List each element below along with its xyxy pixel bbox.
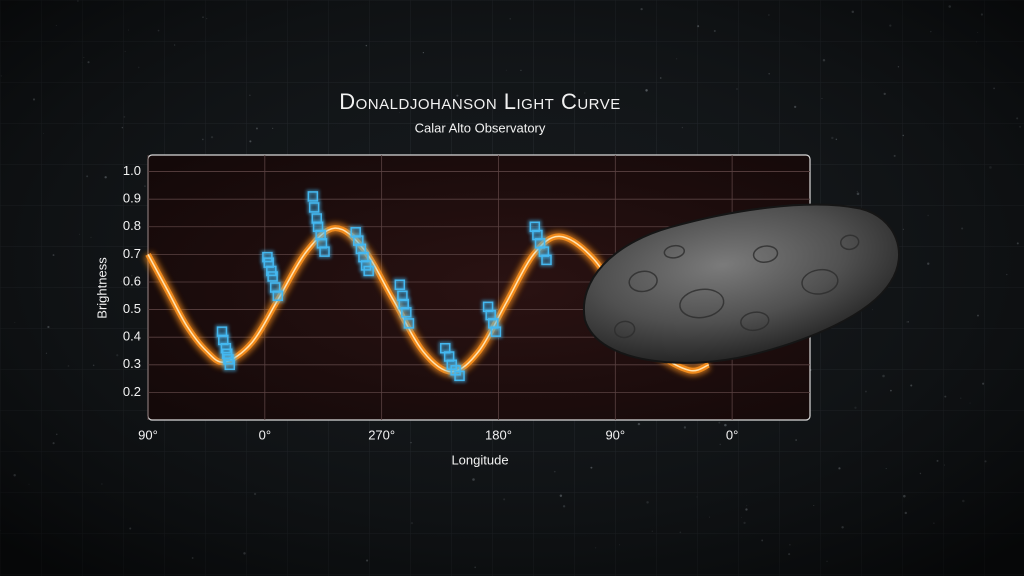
- data-point: [454, 370, 465, 382]
- y-tick-label: 0.7: [123, 246, 141, 261]
- x-tick-label: 0°: [726, 427, 738, 442]
- y-axis-label: Brightness: [94, 257, 109, 319]
- y-tick-label: 0.9: [123, 191, 141, 206]
- craters: [613, 234, 860, 339]
- asteroid-body: [582, 203, 900, 364]
- data-point: [403, 318, 415, 329]
- x-tick-label: 0°: [259, 427, 271, 442]
- x-tick-label: 180°: [485, 427, 512, 442]
- data-point: [267, 271, 278, 282]
- data-point: [224, 359, 236, 371]
- data-point: [490, 326, 502, 337]
- x-tick-label: 90°: [138, 427, 158, 442]
- y-tick-label: 0.4: [123, 329, 141, 344]
- data-point: [541, 254, 552, 266]
- y-tick-label: 0.6: [123, 273, 141, 288]
- data-point: [308, 202, 320, 213]
- y-tick-label: 0.2: [123, 384, 141, 399]
- chart-title: Donaldjohanson Light Curve: [339, 89, 621, 114]
- data-point: [272, 290, 284, 302]
- data-point: [363, 265, 374, 277]
- y-tick-label: 0.3: [123, 356, 141, 371]
- y-tick-label: 0.5: [123, 301, 141, 316]
- y-tick-label: 1.0: [123, 163, 141, 178]
- data-point: [394, 279, 406, 290]
- data-point: [319, 246, 330, 257]
- data-point: [307, 191, 319, 202]
- chart-subtitle: Calar Alto Observatory: [415, 120, 546, 135]
- x-tick-label: 90°: [605, 427, 625, 442]
- x-tick-label: 270°: [368, 427, 395, 442]
- data-point: [401, 307, 412, 318]
- y-tick-label: 0.8: [123, 218, 141, 233]
- asteroid: [582, 203, 900, 364]
- x-axis-label: Longitude: [451, 452, 508, 467]
